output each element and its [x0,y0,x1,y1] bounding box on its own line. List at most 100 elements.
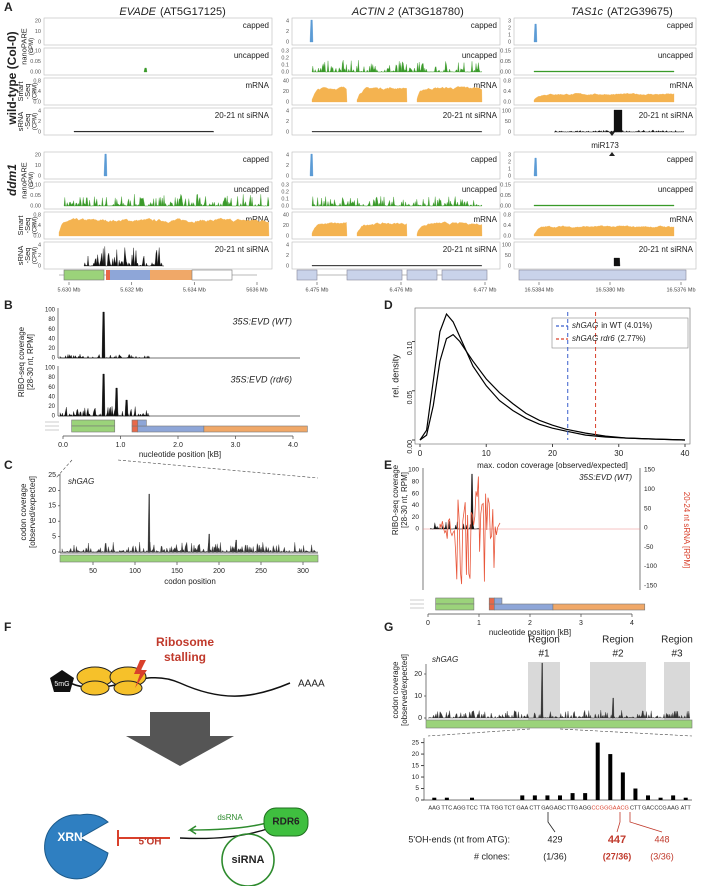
axis-title: nucleotide position [kB] [139,450,221,459]
y2-tick-label: 150 [644,467,655,474]
y-tick-label: 0 [52,414,56,420]
coverage-trace [73,131,215,133]
axis-title: [28-30 nt, RPM] [400,472,409,528]
track-tick: 0 [286,233,289,239]
y-tick-label: 25 [48,472,56,479]
bar [633,788,638,800]
coverage-trace [147,493,151,553]
assay-label: -Seq [23,84,32,100]
x-tick-label: 0.0 [58,442,68,449]
cap-label: 5mG [54,681,69,688]
gene-name: EVADE [119,6,156,18]
track-tick: 50 [505,253,511,259]
track-tick: 4 [286,108,289,114]
xrn [44,813,109,880]
track-label: 20-21 nt siRNA [639,111,694,120]
track-tick: 0.0 [33,99,41,105]
track-tick: 0 [286,129,289,135]
track-tick: 0.8 [503,212,511,218]
box [296,269,318,281]
track-label: uncapped [234,51,269,60]
sirna-label: siRNA [231,854,264,866]
box [150,270,192,280]
codon-label: TGG [491,805,503,811]
box [518,269,687,281]
assay-label: (CPM) [33,113,39,130]
track-tick: 0.05 [500,193,511,199]
coverage-trace [207,533,211,553]
gene-name: TAS1c [571,6,604,18]
coordinate: 5636 Mb [246,287,267,293]
model-part [71,419,116,427]
y-tick-label: 20 [48,346,55,352]
panel-label: C [4,458,13,472]
assay-label: sRNA [16,112,25,132]
y-tick-label: 80 [412,479,420,486]
stalling-label: stalling [164,650,206,664]
lightning [134,660,147,688]
track-frame [513,17,697,46]
track-tick: 20 [283,223,289,229]
codon-label: GGA [604,805,617,811]
track-tick: 4 [38,242,41,248]
bar [646,795,650,800]
track-label: mRNA [669,81,693,90]
x-tick-label: 1 [477,620,481,627]
coverage-trace [533,225,675,237]
y-tick-label: 15 [412,762,420,769]
track-tick: 0 [508,263,511,269]
assay-label: (CPM) [33,83,39,100]
track-tick: 0.00 [500,69,511,75]
x-tick-label: 10 [482,449,491,458]
track-tick: 0.10 [30,182,41,188]
track-frame [43,151,273,180]
coverage-trace [533,204,675,207]
coverage-trace [63,193,270,207]
assay-label: -Seq [23,248,32,264]
track-tick: 0 [508,39,511,45]
track-label: mRNA [473,81,497,90]
coordinate: 5.630 Mb [58,287,81,293]
end-label: 5'OH [139,837,162,848]
assay-label: (CPM) [29,172,35,189]
track-tick: 2 [38,253,41,259]
codon-label: ACG [617,805,629,811]
box [441,269,488,281]
region-shade [590,662,646,720]
gene-id: (AT5G17125) [160,6,226,18]
y-tick-label: 20 [48,487,56,494]
sample-label: 35S:EVD (rdr6) [230,374,292,384]
y-tick-label: 60 [48,327,55,333]
legend-text: in WT (4.01%) [601,321,652,330]
model-part [203,425,308,433]
y-tick-label: 15 [48,503,56,510]
bar [532,795,537,800]
coverage-trace [311,221,348,237]
coverage-trace [59,353,150,359]
model-part [435,603,475,611]
coverage-trace [311,265,483,267]
model-part [488,597,495,605]
legend-text: (2.77%) [618,334,646,343]
gene-id: (AT3G18780) [398,6,464,18]
assay-label: -Seq [23,114,32,130]
track-label: capped [471,155,497,164]
y-tick-label: 40 [412,502,420,509]
end-connector [629,812,663,833]
coverage-trace [234,539,238,553]
codon-label: CCG [591,805,603,811]
y2-tick-label: -100 [644,563,657,570]
track-tick: 0.4 [33,223,41,229]
axis-title: [28-30 nt, RPM] [26,334,35,390]
track-tick: 0.3 [281,182,289,188]
track-tick: 0.8 [33,212,41,218]
track-label: capped [667,21,693,30]
track-tick: 20 [35,18,41,24]
track-label: 20-21 nt siRNA [215,111,270,120]
coverage-trace [311,86,348,103]
assay-label: (CPM) [33,217,39,234]
panel-label: G [384,620,393,634]
coverage-trace [533,23,538,43]
y-tick-label: 0 [52,356,56,362]
region-shade [664,662,690,720]
